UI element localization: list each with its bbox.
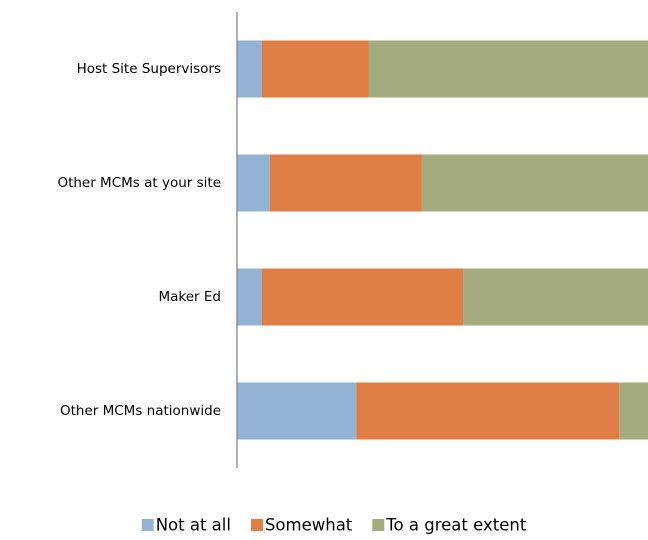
y-tick-label: Other MCMs nationwide (60, 403, 221, 419)
bar-segment (269, 154, 422, 212)
bar-segment (463, 268, 648, 326)
bar-segment (261, 40, 369, 98)
bar-segment (237, 154, 270, 212)
legend-swatch (141, 519, 154, 531)
legend-label: To a great extent (385, 516, 527, 535)
bar-segment (237, 40, 262, 98)
bar-segment (237, 382, 357, 440)
y-tick-label: Host Site Supervisors (77, 61, 221, 77)
legend-swatch (250, 519, 263, 531)
legend-swatch (372, 519, 385, 531)
bar-segment (421, 154, 648, 212)
legend-label: Somewhat (265, 516, 353, 535)
y-tick-label: Other MCMs at your site (57, 175, 221, 191)
legend-label: Not at all (156, 516, 231, 535)
bar-segment (356, 382, 620, 440)
bar-segment (368, 40, 648, 98)
bar-segment (619, 382, 648, 440)
y-tick-label: Maker Ed (158, 289, 221, 305)
bar-segment (261, 268, 464, 326)
bar-segment (237, 268, 262, 326)
